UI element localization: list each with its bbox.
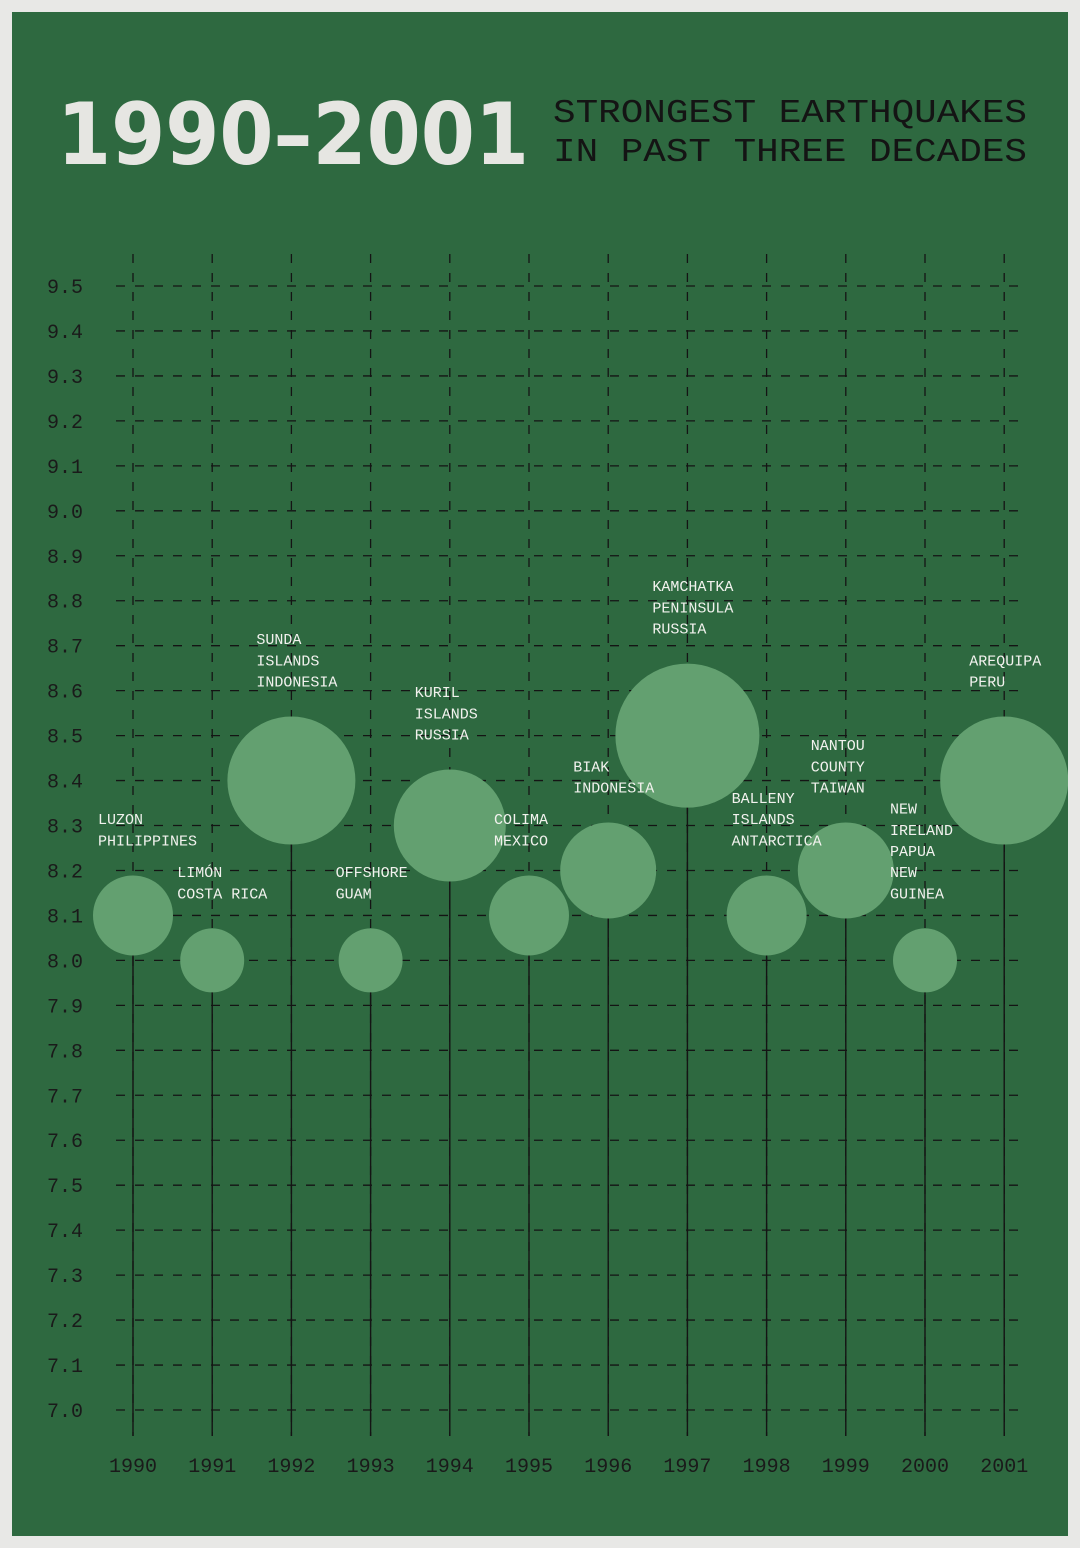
place-label: NANTOU bbox=[811, 738, 865, 755]
y-tick-label: 8.0 bbox=[47, 951, 83, 974]
earthquake-chart: 1990–2001 STRONGEST EARTHQUAKES IN PAST … bbox=[47, 85, 1068, 1479]
place-label: LIMÓN bbox=[177, 864, 222, 882]
x-tick-label: 2001 bbox=[980, 1456, 1028, 1479]
y-tick-label: 9.3 bbox=[47, 367, 83, 390]
y-tick-label: 7.4 bbox=[47, 1221, 83, 1244]
place-label: GUINEA bbox=[890, 886, 944, 903]
place-label: IRELAND bbox=[890, 823, 953, 840]
x-tick-label: 1992 bbox=[267, 1456, 315, 1479]
bubbles bbox=[93, 663, 1068, 993]
bubble-1992 bbox=[227, 716, 356, 845]
y-tick-label: 9.4 bbox=[47, 322, 83, 345]
bubble-1991 bbox=[180, 928, 245, 993]
y-tick-label: 8.4 bbox=[47, 772, 83, 795]
y-tick-label: 8.7 bbox=[47, 637, 83, 660]
x-tick-label: 1994 bbox=[426, 1456, 474, 1479]
bubble-1997 bbox=[615, 663, 760, 808]
place-label: MEXICO bbox=[494, 833, 548, 850]
bubble-1990 bbox=[93, 875, 173, 956]
bubble-1994 bbox=[393, 769, 506, 882]
place-label: ISLANDS bbox=[256, 653, 319, 670]
y-tick-label: 7.2 bbox=[47, 1311, 83, 1334]
x-axis-ticks: 1990 1991 1992 1993 1994 1995 1996 1997 1998 1999… bbox=[109, 1456, 1028, 1479]
y-tick-label: 7.9 bbox=[47, 996, 83, 1019]
y-tick-label: 8.9 bbox=[47, 547, 83, 570]
bubble-2000 bbox=[893, 928, 957, 993]
x-tick-label: 1990 bbox=[109, 1456, 157, 1479]
y-tick-label: 8.1 bbox=[47, 906, 83, 929]
place-label: INDONESIA bbox=[573, 780, 654, 797]
bubble-1998 bbox=[726, 875, 807, 956]
y-tick-label: 9.1 bbox=[47, 457, 83, 480]
place-label: PERU bbox=[969, 675, 1005, 692]
y-axis-ticks: 9.5 9.4 9.3 9.2 9.1 9.0 8.9 8.8 8.7 8.6 8.5 8.4 8.3 8… bbox=[47, 277, 83, 1424]
stems bbox=[132, 735, 1005, 1436]
x-tick-label: 1993 bbox=[347, 1456, 395, 1479]
place-label: NEW bbox=[890, 802, 917, 819]
y-tick-label: 7.3 bbox=[47, 1266, 83, 1289]
x-tick-label: 2000 bbox=[901, 1456, 949, 1479]
place-label: KAMCHATKA bbox=[652, 579, 733, 596]
y-tick-label: 7.0 bbox=[47, 1401, 83, 1424]
place-label: PENINSULA bbox=[652, 600, 733, 617]
bubble-1999 bbox=[797, 822, 894, 919]
place-label: ANTARCTICA bbox=[732, 833, 822, 850]
place-label: RUSSIA bbox=[415, 728, 469, 745]
place-label: RUSSIA bbox=[652, 622, 706, 639]
place-label: COLIMA bbox=[494, 812, 548, 829]
place-label: GUAM bbox=[336, 886, 372, 903]
place-label: LUZON bbox=[98, 812, 143, 829]
y-tick-label: 9.5 bbox=[47, 277, 83, 300]
place-label: PAPUA bbox=[890, 844, 935, 861]
y-tick-label: 8.2 bbox=[47, 861, 83, 884]
x-tick-label: 1995 bbox=[505, 1456, 553, 1479]
place-label: NEW bbox=[890, 865, 917, 882]
y-tick-label: 7.5 bbox=[47, 1176, 83, 1199]
bubble-2001 bbox=[940, 716, 1068, 845]
y-tick-label: 7.7 bbox=[47, 1086, 83, 1109]
x-tick-label: 1991 bbox=[188, 1456, 236, 1479]
y-tick-label: 7.1 bbox=[47, 1356, 83, 1379]
poster-title: 1990–2001 bbox=[57, 85, 529, 185]
y-tick-label: 7.6 bbox=[47, 1131, 83, 1154]
place-label: PHILIPPINES bbox=[98, 833, 197, 850]
x-tick-label: 1998 bbox=[743, 1456, 791, 1479]
place-label: ISLANDS bbox=[415, 706, 478, 723]
place-label: BALLENY bbox=[732, 791, 795, 808]
bubble-1995 bbox=[489, 875, 569, 956]
place-label: BIAK bbox=[573, 759, 609, 776]
y-tick-label: 8.6 bbox=[47, 682, 83, 705]
x-tick-label: 1999 bbox=[822, 1456, 870, 1479]
poster-subtitle-line-1: STRONGEST EARTHQUAKES bbox=[553, 95, 1027, 132]
place-label: ISLANDS bbox=[732, 812, 795, 829]
y-tick-label: 9.0 bbox=[47, 502, 83, 525]
y-tick-label: 8.3 bbox=[47, 817, 83, 840]
place-label: COUNTY bbox=[811, 759, 865, 776]
place-label: TAIWAN bbox=[811, 780, 865, 797]
bubble-1996 bbox=[560, 822, 657, 919]
place-label: COSTA RICA bbox=[177, 886, 267, 903]
bubble-1993 bbox=[338, 928, 403, 993]
place-labels: LUZON PHILIPPINES LIMÓN COSTA RICA SUNDA ISLA… bbox=[98, 579, 1041, 903]
x-tick-label: 1996 bbox=[584, 1456, 632, 1479]
place-label: INDONESIA bbox=[256, 675, 337, 692]
place-label: OFFSHORE bbox=[336, 865, 408, 882]
place-label: KURIL bbox=[415, 685, 460, 702]
y-tick-label: 8.8 bbox=[47, 592, 83, 615]
poster-subtitle-line-2: IN PAST THREE DECADES bbox=[553, 134, 1027, 171]
y-tick-label: 9.2 bbox=[47, 412, 83, 435]
x-tick-label: 1997 bbox=[663, 1456, 711, 1479]
y-tick-label: 8.5 bbox=[47, 727, 83, 750]
place-label: AREQUIPA bbox=[969, 653, 1041, 670]
y-tick-label: 7.8 bbox=[47, 1041, 83, 1064]
place-label: SUNDA bbox=[256, 632, 301, 649]
poster: 1990–2001 STRONGEST EARTHQUAKES IN PAST … bbox=[12, 12, 1068, 1536]
